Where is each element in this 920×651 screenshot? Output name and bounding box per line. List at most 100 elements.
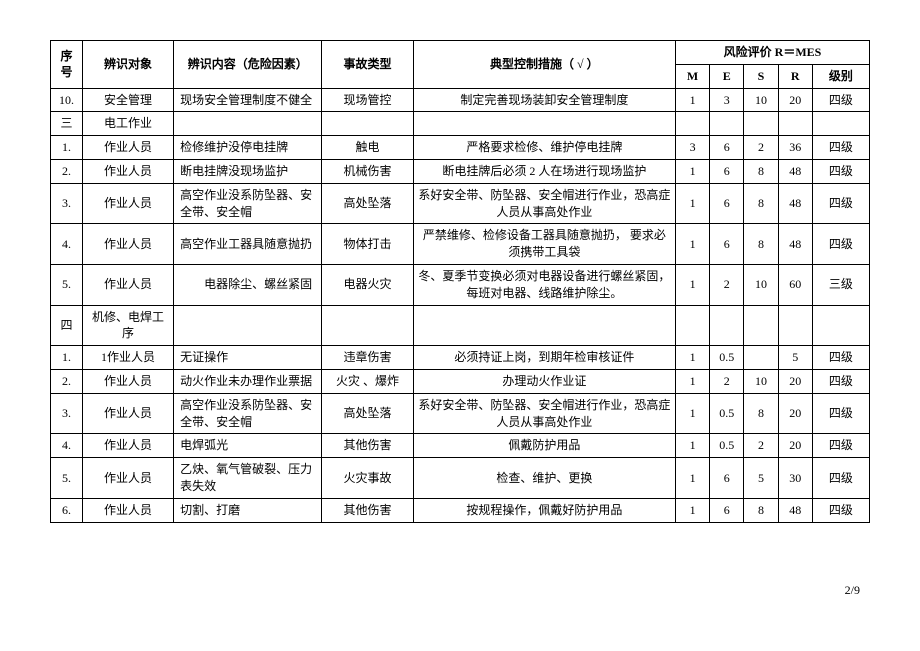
cell-r (778, 112, 812, 136)
cell-m (675, 305, 709, 346)
th-measure: 典型控制措施（ √ ） (413, 41, 675, 89)
cell-type: 机械伤害 (322, 159, 413, 183)
cell-m: 1 (675, 393, 709, 434)
cell-xh: 1. (51, 136, 83, 160)
cell-obj: 电工作业 (82, 112, 173, 136)
cell-type: 其他伤害 (322, 498, 413, 522)
th-e: E (710, 64, 744, 88)
cell-obj: 作业人员 (82, 393, 173, 434)
cell-r: 20 (778, 434, 812, 458)
table-row: 2.作业人员动火作业未办理作业票据火灾 、爆炸办理动火作业证121020四级 (51, 369, 870, 393)
cell-m: 1 (675, 159, 709, 183)
cell-content: 电焊弧光 (174, 434, 322, 458)
cell-s: 10 (744, 264, 778, 305)
cell-s: 8 (744, 393, 778, 434)
cell-e: 0.5 (710, 434, 744, 458)
cell-obj: 机修、电焊工序 (82, 305, 173, 346)
cell-xh: 3. (51, 183, 83, 224)
cell-content: 动火作业未办理作业票据 (174, 369, 322, 393)
cell-lvl: 四级 (812, 159, 869, 183)
cell-measure: 按规程操作，佩戴好防护用品 (413, 498, 675, 522)
cell-s: 5 (744, 458, 778, 499)
cell-type (322, 305, 413, 346)
cell-m: 1 (675, 369, 709, 393)
cell-lvl: 四级 (812, 88, 869, 112)
table-row: 5.作业人员乙炔、氧气管破裂、压力表失效火灾事故检查、维护、更换16530四级 (51, 458, 870, 499)
cell-r: 20 (778, 369, 812, 393)
cell-obj: 安全管理 (82, 88, 173, 112)
table-row: 四机修、电焊工序 (51, 305, 870, 346)
th-obj: 辨识对象 (82, 41, 173, 89)
cell-e (710, 112, 744, 136)
cell-measure: 严禁维修、检修设备工器具随意抛扔， 要求必须携带工具袋 (413, 224, 675, 265)
cell-obj: 作业人员 (82, 159, 173, 183)
cell-s (744, 112, 778, 136)
cell-measure: 检查、维护、更换 (413, 458, 675, 499)
th-s: S (744, 64, 778, 88)
cell-e: 2 (710, 369, 744, 393)
th-content: 辨识内容（危险因素） (174, 41, 322, 89)
cell-r: 48 (778, 498, 812, 522)
cell-type: 违章伤害 (322, 346, 413, 370)
table-body: 10.安全管理现场安全管理制度不健全现场管控制定完善现场装卸安全管理制度1310… (51, 88, 870, 522)
cell-r: 20 (778, 88, 812, 112)
cell-content: 乙炔、氧气管破裂、压力表失效 (174, 458, 322, 499)
cell-content: 检修维护没停电挂牌 (174, 136, 322, 160)
cell-measure: 系好安全带、防坠器、安全帽进行作业，恐高症人员从事高处作业 (413, 393, 675, 434)
cell-lvl: 四级 (812, 458, 869, 499)
cell-measure: 冬、夏季节变换必须对电器设备进行螺丝紧固，每班对电器、线路维护除尘。 (413, 264, 675, 305)
cell-e: 6 (710, 224, 744, 265)
cell-e: 6 (710, 458, 744, 499)
cell-s (744, 305, 778, 346)
th-m: M (675, 64, 709, 88)
cell-obj: 作业人员 (82, 183, 173, 224)
cell-measure (413, 305, 675, 346)
cell-s: 10 (744, 88, 778, 112)
cell-m: 1 (675, 458, 709, 499)
cell-obj: 作业人员 (82, 434, 173, 458)
table-row: 10.安全管理现场安全管理制度不健全现场管控制定完善现场装卸安全管理制度1310… (51, 88, 870, 112)
table-row: 6.作业人员切割、打磨其他伤害按规程操作，佩戴好防护用品16848四级 (51, 498, 870, 522)
cell-xh: 3. (51, 393, 83, 434)
cell-lvl: 四级 (812, 136, 869, 160)
cell-m: 1 (675, 434, 709, 458)
cell-type: 物体打击 (322, 224, 413, 265)
cell-s: 8 (744, 498, 778, 522)
cell-measure: 断电挂牌后必须 2 人在场进行现场监护 (413, 159, 675, 183)
cell-e: 0.5 (710, 393, 744, 434)
th-type: 事故类型 (322, 41, 413, 89)
cell-obj: 1作业人员 (82, 346, 173, 370)
cell-s: 8 (744, 183, 778, 224)
table-head: 序号 辨识对象 辨识内容（危险因素） 事故类型 典型控制措施（ √ ） 风险评价… (51, 41, 870, 89)
cell-e: 6 (710, 159, 744, 183)
cell-measure: 制定完善现场装卸安全管理制度 (413, 88, 675, 112)
cell-r: 60 (778, 264, 812, 305)
cell-r (778, 305, 812, 346)
table-row: 2.作业人员断电挂牌没现场监护机械伤害断电挂牌后必须 2 人在场进行现场监护16… (51, 159, 870, 183)
cell-content: 断电挂牌没现场监护 (174, 159, 322, 183)
cell-xh: 三 (51, 112, 83, 136)
th-risk-group: 风险评价 R＝MES (675, 41, 869, 65)
cell-r: 5 (778, 346, 812, 370)
cell-xh: 5. (51, 264, 83, 305)
cell-measure: 严格要求检修、维护停电挂牌 (413, 136, 675, 160)
cell-lvl: 四级 (812, 369, 869, 393)
cell-lvl: 四级 (812, 224, 869, 265)
cell-measure (413, 112, 675, 136)
cell-s (744, 346, 778, 370)
cell-m (675, 112, 709, 136)
cell-content (174, 112, 322, 136)
risk-table: 序号 辨识对象 辨识内容（危险因素） 事故类型 典型控制措施（ √ ） 风险评价… (50, 40, 870, 523)
cell-content: 高空作业没系防坠器、安全带、安全帽 (174, 183, 322, 224)
cell-lvl: 四级 (812, 393, 869, 434)
cell-e: 3 (710, 88, 744, 112)
cell-measure: 佩戴防护用品 (413, 434, 675, 458)
table-row: 1.1作业人员无证操作违章伤害必须持证上岗，到期年检审核证件10.55四级 (51, 346, 870, 370)
table-row: 4.作业人员电焊弧光其他伤害佩戴防护用品10.5220四级 (51, 434, 870, 458)
cell-r: 48 (778, 183, 812, 224)
th-lvl: 级别 (812, 64, 869, 88)
cell-m: 1 (675, 498, 709, 522)
cell-e: 6 (710, 136, 744, 160)
cell-xh: 4. (51, 434, 83, 458)
cell-content (174, 305, 322, 346)
